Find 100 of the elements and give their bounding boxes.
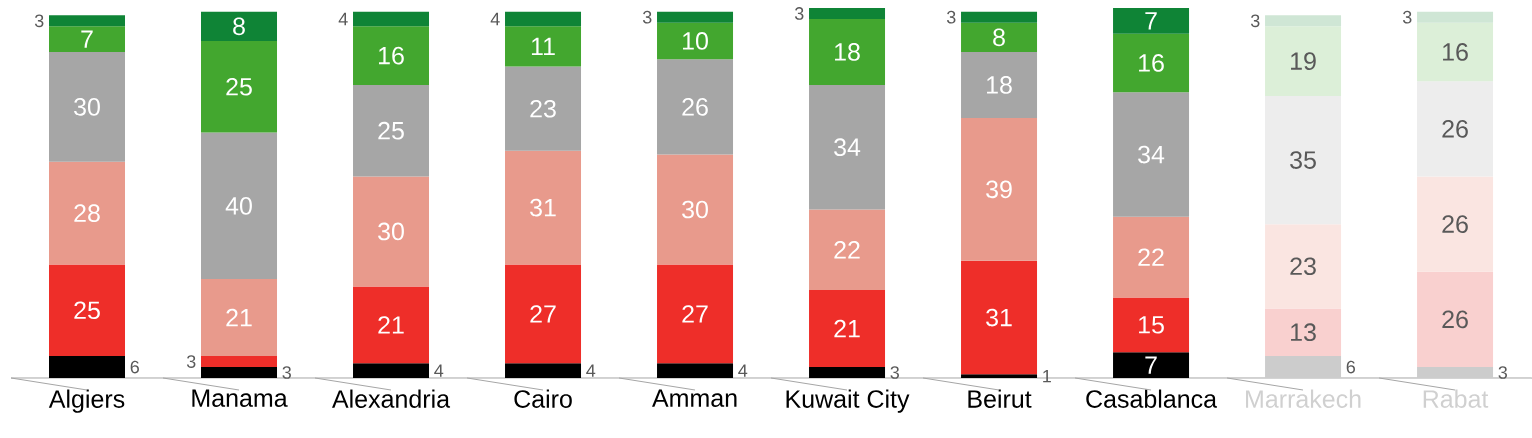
bar — [353, 363, 430, 378]
data-label: 27 — [530, 305, 556, 323]
bar — [505, 150, 582, 265]
data-label: 11 — [531, 37, 555, 56]
bar — [1265, 308, 1342, 357]
data-label: 21 — [226, 308, 252, 327]
bar — [1113, 352, 1190, 378]
bar — [353, 286, 430, 364]
data-label: 40 — [225, 196, 252, 215]
data-label: 34 — [1138, 145, 1165, 164]
bar — [49, 15, 125, 27]
data-label: 18 — [987, 76, 1012, 94]
x-tick-label: Cairo — [514, 389, 572, 408]
data-label: 8 — [993, 28, 1005, 47]
data-label: 15 — [1139, 316, 1164, 334]
bar — [1417, 22, 1494, 82]
x-tick-label: Beirut — [968, 389, 1032, 408]
data-label: 16 — [1139, 54, 1164, 72]
data-label: 3 — [1250, 14, 1260, 28]
bar — [1265, 26, 1342, 96]
data-label: 30 — [378, 222, 404, 241]
bar — [1113, 92, 1190, 217]
bar — [1113, 297, 1190, 353]
data-label: 30 — [74, 98, 100, 116]
bar — [1417, 271, 1494, 368]
bar — [201, 367, 278, 378]
bar — [505, 66, 582, 151]
bar — [1113, 33, 1190, 93]
bar — [657, 59, 734, 155]
data-label: 25 — [226, 77, 252, 96]
x-tick-label: Amman — [652, 389, 737, 407]
bar — [809, 84, 886, 210]
data-label: 28 — [74, 204, 100, 222]
data-label: 3 — [186, 355, 196, 368]
bar — [49, 161, 125, 265]
data-label: 8 — [233, 17, 245, 36]
bar — [1265, 15, 1342, 27]
data-label: 6 — [1346, 360, 1356, 374]
bar — [809, 18, 886, 85]
data-label: 16 — [379, 46, 404, 65]
bar — [353, 11, 430, 27]
x-tick-label: Casablanca — [1086, 389, 1218, 408]
data-label: 22 — [1138, 248, 1164, 266]
bar — [353, 26, 430, 85]
bar — [961, 22, 1038, 52]
bar — [961, 117, 1038, 261]
data-label: 21 — [378, 316, 404, 334]
data-label: 3 — [946, 10, 956, 24]
bar — [657, 264, 734, 364]
bar — [49, 51, 125, 162]
data-label: 18 — [835, 43, 860, 61]
data-label: 3 — [794, 7, 804, 20]
bar — [1417, 367, 1494, 378]
data-label: 13 — [1291, 323, 1316, 342]
data-label: 4 — [738, 364, 748, 377]
data-label: 30 — [682, 200, 708, 219]
bar — [201, 11, 278, 41]
bar — [809, 367, 886, 378]
bar — [505, 26, 582, 67]
x-tick-label: Algiers — [48, 389, 125, 413]
data-label: 4 — [586, 364, 596, 377]
x-tick-label: Alexandria — [331, 389, 451, 408]
data-label: 21 — [834, 319, 860, 338]
data-label: 10 — [683, 32, 708, 50]
bar — [505, 363, 582, 378]
data-label: 3 — [282, 366, 291, 379]
bar — [201, 356, 278, 368]
data-label: 22 — [834, 241, 860, 259]
bar — [1113, 216, 1190, 298]
data-label: 25 — [74, 301, 100, 320]
data-label: 4 — [434, 364, 444, 377]
bar — [1417, 81, 1494, 177]
bar — [961, 260, 1038, 375]
data-label: 31 — [986, 308, 1012, 327]
data-label: 1 — [1043, 369, 1051, 383]
data-label: 23 — [530, 99, 556, 118]
data-label: 4 — [338, 12, 348, 26]
data-label: 26 — [1442, 215, 1468, 233]
bar — [961, 374, 1038, 378]
data-label: 7 — [1145, 12, 1157, 30]
x-tick-label: Manama — [192, 389, 288, 407]
bar — [809, 209, 886, 291]
bar — [1417, 11, 1494, 23]
x-tick-label: Kuwait City — [786, 389, 910, 413]
bar — [505, 11, 582, 27]
data-label: 3 — [34, 14, 44, 28]
data-label: 3 — [890, 366, 899, 379]
bar — [49, 264, 125, 357]
bar — [657, 11, 734, 23]
data-label: 4 — [490, 12, 500, 26]
bar — [201, 279, 278, 357]
data-label: 3 — [1498, 366, 1508, 379]
data-label: 39 — [986, 180, 1012, 199]
bar — [49, 356, 125, 378]
data-label: 25 — [378, 121, 404, 140]
bar — [1265, 224, 1342, 309]
data-label: 26 — [682, 98, 708, 116]
data-label: 27 — [682, 305, 708, 323]
bar — [353, 176, 430, 287]
data-label: 7 — [1145, 356, 1157, 374]
